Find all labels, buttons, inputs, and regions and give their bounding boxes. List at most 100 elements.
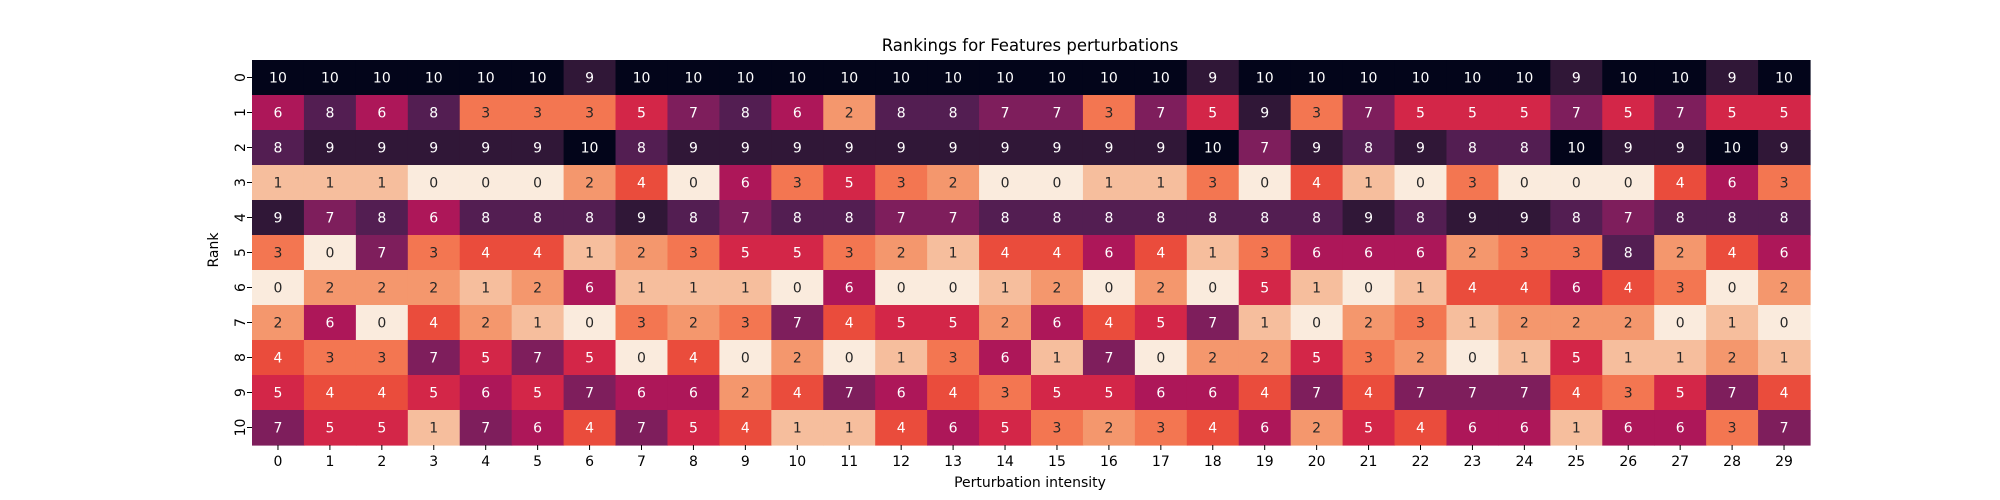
cell-label-r1-c14: 7 <box>1001 106 1010 122</box>
cell-label-r4-c2: 8 <box>377 211 386 227</box>
heatmap-cell-r9-c14 <box>979 375 1032 411</box>
cell-label-r5-c2: 7 <box>377 246 386 262</box>
cell-label-r7-c1: 6 <box>325 316 334 332</box>
heatmap-cell-r2-c9 <box>719 130 772 166</box>
heatmap-cell-r9-c1 <box>303 375 357 411</box>
heatmap-cell-r10-c22 <box>1394 410 1448 446</box>
y-tick-label-3: 3 <box>233 178 249 187</box>
cell-label-r2-c6: 10 <box>581 141 599 157</box>
heatmap-cell-r10-c5 <box>511 410 565 446</box>
heatmap-cell-r6-c16 <box>1082 270 1136 306</box>
cell-label-r2-c26: 9 <box>1624 141 1633 157</box>
cell-label-r8-c13: 3 <box>949 351 958 367</box>
cell-label-r8-c17: 0 <box>1156 351 1165 367</box>
heatmap-cell-r9-c24 <box>1498 375 1551 411</box>
cell-label-r0-c22: 10 <box>1412 71 1430 87</box>
cell-label-r5-c15: 4 <box>1053 246 1062 262</box>
cell-label-r2-c25: 10 <box>1567 141 1585 157</box>
cell-label-r7-c25: 2 <box>1572 316 1581 332</box>
cell-label-r8-c9: 0 <box>741 351 750 367</box>
cell-label-r1-c2: 6 <box>377 106 386 122</box>
x-tick-label-13: 13 <box>944 454 962 470</box>
cell-label-r10-c18: 4 <box>1208 421 1217 437</box>
heatmap-cell-r5-c26 <box>1602 235 1655 271</box>
heatmap-cell-r8-c4 <box>459 340 513 376</box>
heatmap-cell-r4-c1 <box>303 200 357 236</box>
cell-label-r4-c1: 7 <box>325 211 334 227</box>
cell-label-r2-c23: 8 <box>1468 141 1477 157</box>
heatmap-cell-r5-c2 <box>355 235 409 271</box>
heatmap-cell-r1-c10 <box>771 95 824 131</box>
cell-label-r3-c23: 3 <box>1468 176 1477 192</box>
cell-label-r7-c14: 2 <box>1001 316 1010 332</box>
heatmap-cell-r7-c17 <box>1134 305 1188 341</box>
heatmap-cell-r0-c19 <box>1238 60 1292 96</box>
cell-label-r6-c23: 4 <box>1468 281 1477 297</box>
cell-label-r4-c21: 9 <box>1364 211 1373 227</box>
cell-label-r8-c16: 7 <box>1104 351 1113 367</box>
heatmap-cell-r2-c0 <box>252 130 305 166</box>
cell-label-r1-c16: 3 <box>1104 106 1113 122</box>
heatmap-cell-r5-c0 <box>252 235 305 271</box>
heatmap-cell-r9-c27 <box>1654 375 1707 411</box>
cell-label-r4-c10: 8 <box>793 211 802 227</box>
cell-label-r4-c6: 8 <box>585 211 594 227</box>
cell-label-r5-c14: 4 <box>1001 246 1010 262</box>
heatmap-cell-r0-c27 <box>1654 60 1707 96</box>
heatmap-cell-r3-c6 <box>563 165 617 201</box>
cell-label-r9-c17: 6 <box>1156 386 1165 402</box>
heatmap-cell-r10-c14 <box>979 410 1032 446</box>
cell-label-r6-c25: 6 <box>1572 281 1581 297</box>
cell-label-r2-c27: 9 <box>1676 141 1685 157</box>
heatmap-cell-r6-c13 <box>927 270 980 306</box>
cell-label-r6-c3: 2 <box>429 281 438 297</box>
cell-label-r5-c22: 6 <box>1416 246 1425 262</box>
cell-label-r3-c4: 0 <box>481 176 490 192</box>
y-tick-label-5: 5 <box>233 248 249 257</box>
heatmap-cell-r10-c25 <box>1550 410 1603 446</box>
heatmap-cell-r5-c9 <box>719 235 772 271</box>
cell-label-r6-c10: 0 <box>793 281 802 297</box>
heatmap-cell-r1-c23 <box>1446 95 1499 131</box>
x-tick-label-3: 3 <box>429 454 438 470</box>
cell-label-r9-c28: 7 <box>1728 386 1737 402</box>
cell-label-r3-c12: 3 <box>897 176 906 192</box>
x-tick-label-2: 2 <box>377 454 386 470</box>
heatmap-cell-r1-c18 <box>1186 95 1240 131</box>
cell-label-r0-c17: 10 <box>1152 71 1170 87</box>
heatmap-cell-r8-c12 <box>875 340 928 376</box>
cell-label-r0-c13: 10 <box>944 71 962 87</box>
heatmap-cell-r7-c8 <box>667 305 720 341</box>
x-tick-label-24: 24 <box>1515 454 1533 470</box>
x-tick-label-27: 27 <box>1671 454 1689 470</box>
cell-label-r10-c9: 4 <box>741 421 750 437</box>
cell-label-r1-c18: 5 <box>1208 106 1217 122</box>
cell-label-r7-c4: 2 <box>481 316 490 332</box>
cell-label-r1-c10: 6 <box>793 106 802 122</box>
cell-label-r3-c10: 3 <box>793 176 802 192</box>
heatmap-cell-r2-c26 <box>1602 130 1655 166</box>
cell-label-r2-c21: 8 <box>1364 141 1373 157</box>
heatmap-cell-r1-c6 <box>563 95 617 131</box>
cell-label-r10-c28: 3 <box>1728 421 1737 437</box>
cell-label-r10-c14: 5 <box>1001 421 1010 437</box>
heatmap-cell-r3-c13 <box>927 165 980 201</box>
heatmap-cell-r8-c20 <box>1290 340 1344 376</box>
heatmap-cell-r0-c18 <box>1186 60 1240 96</box>
cell-label-r7-c24: 2 <box>1520 316 1529 332</box>
heatmap-cell-r10-c16 <box>1082 410 1136 446</box>
cell-label-r6-c24: 4 <box>1520 281 1529 297</box>
cell-label-r0-c1: 10 <box>321 71 339 87</box>
cell-label-r4-c26: 7 <box>1624 211 1633 227</box>
cell-label-r6-c2: 2 <box>377 281 386 297</box>
heatmap-cell-r5-c22 <box>1394 235 1448 271</box>
cell-label-r4-c24: 9 <box>1520 211 1529 227</box>
y-tick-label-9: 9 <box>233 388 249 397</box>
heatmap-cell-r8-c26 <box>1602 340 1655 376</box>
cell-label-r10-c17: 3 <box>1156 421 1165 437</box>
cell-label-r0-c12: 10 <box>892 71 910 87</box>
heatmap-cell-r9-c12 <box>875 375 928 411</box>
cell-label-r1-c12: 8 <box>897 106 906 122</box>
cell-label-r9-c29: 4 <box>1780 386 1789 402</box>
heatmap-cell-r2-c5 <box>511 130 565 166</box>
